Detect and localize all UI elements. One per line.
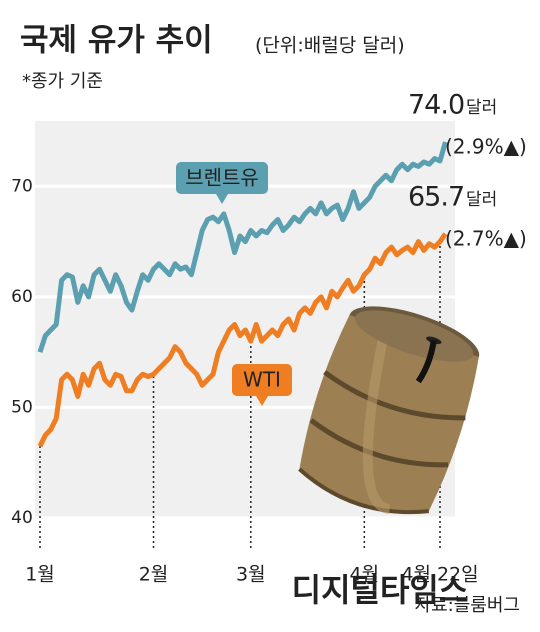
oil-barrel <box>298 306 480 515</box>
note: *종가 기준 <box>22 71 103 92</box>
end-unit-label: 달러 <box>466 190 497 210</box>
legend-box <box>176 162 268 194</box>
end-value-label: 65.7 <box>408 181 464 212</box>
x-tick-label: 3월 <box>236 564 266 586</box>
x-tick-label: 2월 <box>139 564 169 586</box>
x-tick-label: 1월 <box>25 564 55 586</box>
chart-title: 국제 유가 추이 <box>20 23 213 59</box>
series-line <box>37 141 448 353</box>
end-value-label: 74.0 <box>408 90 464 121</box>
legend-label: WTI <box>243 368 281 392</box>
legend-label: 브렌트유 <box>185 166 259 190</box>
change-label: (2.7%▲) <box>445 226 527 250</box>
y-tick-label: 70 <box>11 176 33 196</box>
x-tick-label: 4월 <box>350 564 380 586</box>
source: 자료:블룸버그 <box>415 595 520 616</box>
legend-pointer <box>256 396 268 406</box>
watermark: 디지털타임스 <box>292 571 469 609</box>
end-unit-label: 달러 <box>466 98 497 118</box>
chart-subtitle: (단위:배럴당 달러) <box>255 35 405 57</box>
change-label: (2.9%▲) <box>445 135 527 159</box>
legend-box <box>232 364 292 396</box>
y-tick-label: 40 <box>11 508 33 528</box>
y-tick-label: 50 <box>11 397 33 417</box>
x-tick-label: 4월 22일 <box>401 564 478 586</box>
series-line <box>37 232 448 448</box>
legend-pointer <box>216 194 228 204</box>
y-tick-label: 60 <box>11 287 33 307</box>
